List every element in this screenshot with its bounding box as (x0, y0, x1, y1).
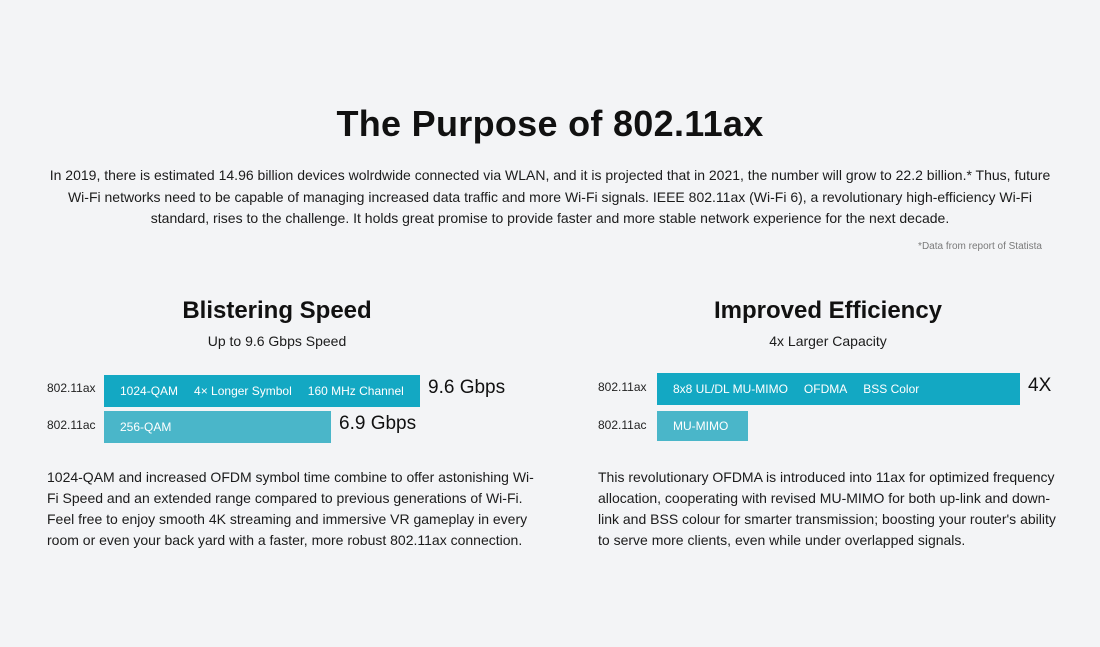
efficiency-title: Improved Efficiency (713, 297, 943, 324)
bar-tag: 160 MHz Channel (307, 384, 404, 398)
bar-tag: MU-MIMO (673, 419, 729, 433)
source-note: *Data from report of Statista (918, 241, 1042, 252)
speed-bar-ax: 1024-QAM 4× Longer Symbol 160 MHz Channe… (104, 375, 420, 407)
bar-tag: 4× Longer Symbol (194, 384, 292, 398)
speed-subtitle: Up to 9.6 Gbps Speed (207, 333, 347, 349)
efficiency-row-label-ax: 802.11ax (598, 380, 647, 394)
speed-bar-ac: 256-QAM (104, 411, 331, 443)
efficiency-subtitle: 4x Larger Capacity (769, 333, 887, 349)
page-title: The Purpose of 802.11ax (336, 103, 764, 144)
speed-row-label-ac: 802.11ac (47, 418, 96, 432)
speed-description: 1024-QAM and increased OFDM symbol time … (47, 469, 534, 548)
bar-tag: 256-QAM (120, 420, 172, 434)
speed-title: Blistering Speed (182, 297, 372, 324)
efficiency-value-ax: 4X (1028, 375, 1052, 396)
intro-paragraph: In 2019, there is estimated 14.96 billio… (49, 167, 1051, 226)
bar-tag: BSS Color (863, 382, 920, 396)
bar-tag: 1024-QAM (120, 384, 179, 398)
speed-value-ax: 9.6 Gbps (428, 377, 506, 398)
speed-value-ac: 6.9 Gbps (339, 413, 417, 434)
bar-tag: 8x8 UL/DL MU-MIMO (673, 382, 788, 396)
efficiency-bar-ax: 8x8 UL/DL MU-MIMO OFDMA BSS Color (657, 373, 1020, 405)
efficiency-row-label-ac: 802.11ac (598, 418, 647, 432)
efficiency-description: This revolutionary OFDMA is introduced i… (598, 469, 1056, 548)
bar-tag: OFDMA (803, 382, 848, 396)
speed-row-label-ax: 802.11ax (47, 381, 96, 395)
efficiency-bar-ac: MU-MIMO (657, 411, 748, 441)
